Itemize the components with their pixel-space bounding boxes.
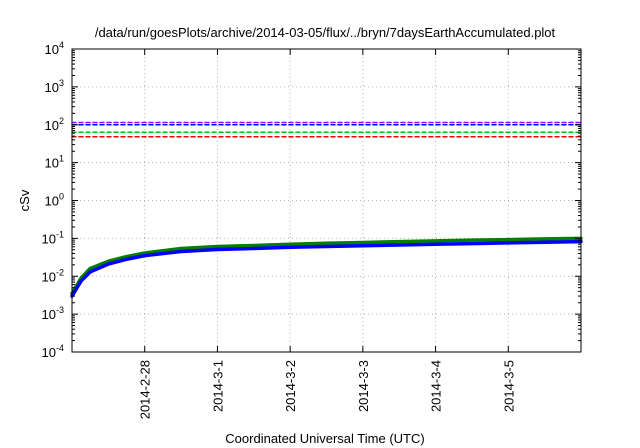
y-tick-label: 104 <box>45 40 64 57</box>
y-tick-label: 10-4 <box>42 343 64 360</box>
y-tick-label: 103 <box>45 78 64 95</box>
y-tick-label: 100 <box>45 192 64 209</box>
y-axis-title: cSv <box>17 189 32 211</box>
series-line-2 <box>70 239 583 298</box>
y-tick-label: 101 <box>45 154 64 171</box>
x-tick-label: 2014-3-1 <box>210 360 225 412</box>
x-axis: 2014-2-28 2014-3-1 2014-3-2 2014-3-3 2014-3-… <box>138 49 516 419</box>
chart-title: /data/run/goesPlots/archive/2014-03-05/f… <box>95 25 556 40</box>
x-tick-label: 2014-3-4 <box>429 360 444 412</box>
y-tick-label: 10-3 <box>42 305 64 322</box>
grid <box>72 48 581 353</box>
y-axis: 10-4 10-3 10-2 10-1 100 101 102 103 104 <box>42 40 581 360</box>
y-tick-label: 102 <box>45 116 64 133</box>
x-tick-label: 2014-3-3 <box>356 360 371 412</box>
series-layer <box>70 121 583 298</box>
x-axis-title: Coordinated Universal Time (UTC) <box>225 431 424 446</box>
series-line-1 <box>70 236 583 296</box>
x-tick-label: 2014-2-28 <box>138 360 153 419</box>
x-tick-label: 2014-3-2 <box>283 360 298 412</box>
y-tick-label: 10-1 <box>42 229 64 246</box>
y-tick-label: 10-2 <box>42 267 64 284</box>
x-tick-label: 2014-3-5 <box>501 360 516 412</box>
